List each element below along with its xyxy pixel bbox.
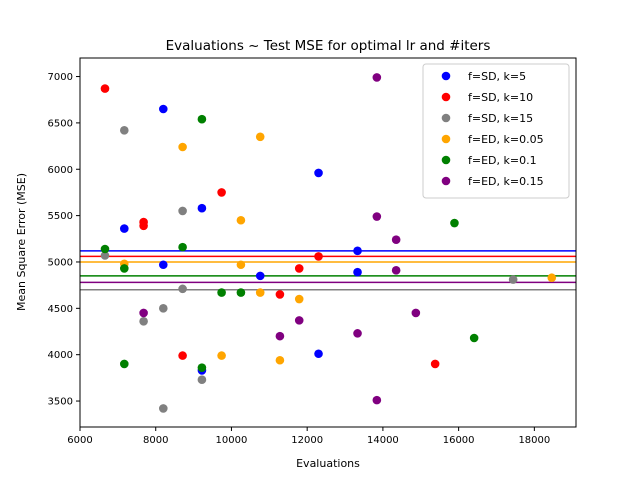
data-point-s4-5 [236,260,246,270]
data-point-s5-7 [217,288,226,297]
x-tick-label: 16000 [443,435,475,446]
legend-label-3: f=SD, k=15 [468,112,533,125]
data-point-s3-8 [197,375,207,385]
data-point-s4-9 [294,294,304,304]
data-point-s4-10 [547,273,557,283]
legend-marker-6 [441,176,451,186]
legend: f=SD, k=5 f=SD, k=10 f=SD, k=15 f=ED, k=0.0… [422,63,570,199]
data-point-s2-9 [430,359,440,369]
y-tick-label: 4000 [48,350,73,361]
data-point-s1-8 [314,349,323,359]
plot-frame [79,57,577,428]
data-point-s3-4 [158,304,168,313]
y-tick-label: 3500 [48,397,73,408]
data-point-s5-5 [197,114,207,124]
x-tick-label: 18000 [518,435,550,446]
chart-title: Evaluations ~ Test MSE for optimal lr an… [166,38,491,54]
data-point-s5-10 [469,333,479,343]
data-point-s5-4 [178,242,187,252]
data-point-s2-3 [139,221,148,231]
data-point-s3-1 [100,251,110,260]
legend-label-6: f=ED, k=0.15 [468,175,544,188]
data-point-s4-6 [255,132,265,142]
data-point-s5-8 [236,288,246,297]
data-point-s4-2 [178,142,187,152]
data-point-s6-6 [372,212,382,221]
data-point-s1-9 [353,246,362,256]
legend-marker-5 [441,155,451,165]
y-axis: 3500 4000 4500 5000 5500 6000 6500 7000 [48,72,80,408]
data-point-s4-3 [217,351,226,360]
data-point-s1-4 [197,203,207,213]
y-tick-label: 4500 [48,304,73,315]
data-point-s6-4 [353,329,362,338]
y-tick-label: 6500 [48,118,73,129]
data-point-s3-9 [508,275,518,284]
legend-label-2: f=SD, k=10 [468,91,533,104]
data-point-s2-7 [314,252,323,261]
data-point-s6-10 [411,308,421,318]
data-point-s6-9 [391,266,401,275]
x-axis: 6000 8000 10000 12000 14000 16000 18000 [67,427,550,446]
legend-marker-3 [441,113,451,123]
y-tick-label: 7000 [48,72,73,83]
legend-label-4: f=ED, k=0.05 [468,133,544,146]
y-tick-label: 5500 [48,211,73,222]
data-point-s5-1 [100,244,110,254]
x-axis-title: Evaluations [296,457,360,470]
data-point-s2-6 [294,264,304,273]
data-point-s1-6 [255,271,265,281]
data-point-s6-8 [391,235,401,245]
data-point-s2-8 [275,290,285,299]
data-point-s1-2 [158,104,168,114]
data-point-s4-8 [275,355,285,365]
data-point-s5-9 [450,218,459,228]
data-point-s1-7 [314,168,323,178]
data-point-s2-5 [217,188,226,197]
data-point-s5-3 [119,359,129,369]
data-point-s5-2 [119,264,129,273]
data-point-s6-2 [275,331,285,341]
data-point-s3-5 [158,404,168,413]
data-point-s6-3 [294,316,304,325]
x-tick-label: 8000 [143,435,168,446]
data-point-s2-4 [178,351,187,360]
plot-area [80,73,576,413]
data-point-s6-1 [139,308,148,318]
data-point-s1-1 [119,224,129,233]
x-tick-label: 6000 [67,435,92,446]
data-point-s3-7 [178,284,187,294]
legend-label-5: f=ED, k=0.1 [468,154,537,167]
data-point-s1-3 [158,260,168,270]
legend-marker-2 [441,92,451,102]
y-axis-title: Mean Square Error (MSE) [15,173,28,311]
legend-marker-1 [441,71,451,81]
x-tick-label: 10000 [216,435,248,446]
data-point-s3-2 [119,126,129,135]
data-point-s6-5 [372,73,382,82]
data-point-s3-6 [178,206,187,216]
data-point-s4-7 [255,288,265,297]
legend-label-1: f=SD, k=5 [468,70,526,83]
y-tick-label: 6000 [48,165,73,176]
data-point-s5-6 [197,363,207,372]
x-tick-label: 12000 [291,435,323,446]
data-point-s4-4 [236,215,246,225]
y-tick-label: 5000 [48,257,73,268]
data-point-s3-3 [139,317,148,326]
data-point-s6-7 [372,395,382,405]
data-point-s1-10 [353,267,362,277]
legend-marker-4 [441,134,451,144]
data-point-s2-1 [100,84,110,93]
legend-box [422,63,570,199]
x-tick-label: 14000 [367,435,399,446]
